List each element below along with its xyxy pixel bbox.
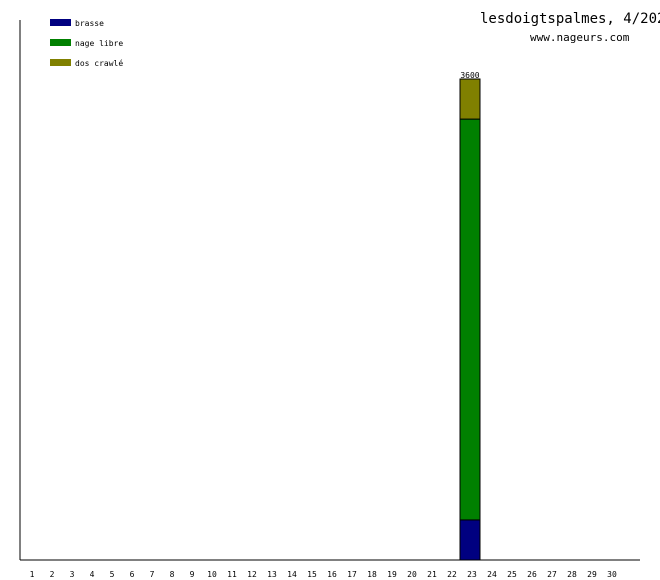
x-tick-label: 9 bbox=[190, 570, 195, 579]
legend: brasse nage libre dos crawlé bbox=[50, 19, 123, 68]
x-tick-label: 4 bbox=[90, 570, 95, 579]
legend-label-2: dos crawlé bbox=[75, 58, 123, 68]
bars bbox=[459, 78, 481, 561]
x-tick-label: 17 bbox=[347, 570, 357, 579]
data-labels: 3600 bbox=[460, 71, 479, 80]
legend-label-1: nage libre bbox=[75, 39, 123, 48]
data-label: 3600 bbox=[460, 71, 479, 80]
x-tick-label: 14 bbox=[287, 570, 297, 579]
x-tick-label: 21 bbox=[427, 570, 437, 579]
x-tick-label: 23 bbox=[467, 570, 477, 579]
x-tick-label: 16 bbox=[327, 570, 337, 579]
x-tick-label: 11 bbox=[227, 570, 237, 579]
x-tick-label: 10 bbox=[207, 570, 217, 579]
x-tick-labels: 1 2 3 4 5 6 7 8 9 10 11 12 13 14 15 16 17 18 19 20 21 22 23 24 2… bbox=[30, 570, 617, 579]
legend-label-0: brasse bbox=[75, 19, 104, 28]
x-tick-label: 3 bbox=[70, 570, 75, 579]
x-tick-label: 1 bbox=[30, 570, 35, 579]
bar-segment-dos-crawlé bbox=[459, 78, 481, 120]
bar-segment-nage-libre bbox=[459, 118, 481, 521]
x-tick-label: 22 bbox=[447, 570, 457, 579]
x-tick-label: 27 bbox=[547, 570, 557, 579]
x-tick-label: 24 bbox=[487, 570, 497, 579]
bar-segment-brasse bbox=[459, 519, 481, 561]
x-tick-label: 2 bbox=[50, 570, 55, 579]
x-tick-label: 19 bbox=[387, 570, 397, 579]
legend-swatch-2 bbox=[50, 59, 71, 66]
x-tick-label: 8 bbox=[170, 570, 175, 579]
x-tick-label: 20 bbox=[407, 570, 417, 579]
x-tick-label: 25 bbox=[507, 570, 517, 579]
x-tick-label: 7 bbox=[150, 570, 155, 579]
x-tick-label: 15 bbox=[307, 570, 317, 579]
x-tick-label: 6 bbox=[130, 570, 135, 579]
x-tick-label: 5 bbox=[110, 570, 115, 579]
x-tick-label: 18 bbox=[367, 570, 377, 579]
chart-title: lesdoigtspalmes, 4/2025 bbox=[480, 11, 660, 27]
x-tick-label: 26 bbox=[527, 570, 537, 579]
x-tick-label: 30 bbox=[607, 570, 617, 579]
x-tick-label: 12 bbox=[247, 570, 257, 579]
x-tick-label: 29 bbox=[587, 570, 597, 579]
legend-swatch-0 bbox=[50, 19, 71, 26]
x-tick-label: 13 bbox=[267, 570, 277, 579]
chart-subtitle: www.nageurs.com bbox=[530, 31, 630, 44]
x-tick-label: 28 bbox=[567, 570, 577, 579]
legend-swatch-1 bbox=[50, 39, 71, 46]
